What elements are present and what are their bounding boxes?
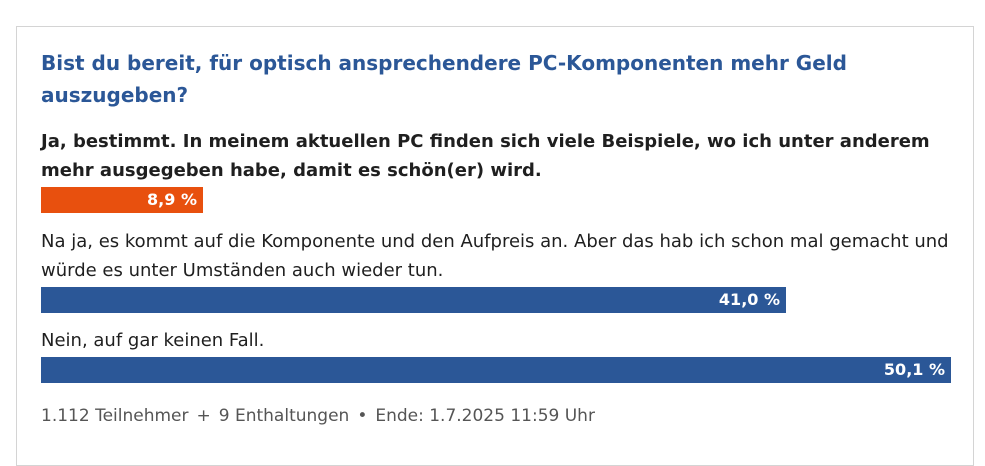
footer-separator: + bbox=[196, 406, 211, 426]
poll-option: Nein, auf gar keinen Fall. 50,1 % bbox=[41, 326, 951, 383]
poll-option-bar: 50,1 % bbox=[41, 357, 951, 383]
poll-option-percent: 50,1 % bbox=[883, 360, 945, 379]
poll-option-bar: 8,9 % bbox=[41, 187, 203, 213]
poll-option-label: Ja, bestimmt. In meinem aktuellen PC fin… bbox=[41, 131, 930, 181]
poll-option-percent: 8,9 % bbox=[147, 190, 197, 209]
poll-option-label: Na ja, es kommt auf die Komponente und d… bbox=[41, 231, 949, 281]
poll-footer: 1.112 Teilnehmer +9 Enthaltungen • Ende: 1.… bbox=[41, 401, 595, 431]
poll-option: Na ja, es kommt auf die Komponente und d… bbox=[41, 227, 951, 313]
poll-end-date: Ende: 1.7.2025 11:59 Uhr bbox=[375, 406, 595, 426]
poll-option-label: Nein, auf gar keinen Fall. bbox=[41, 330, 265, 351]
footer-separator: • bbox=[357, 406, 368, 426]
poll-option-bar: 41,0 % bbox=[41, 287, 786, 313]
poll-option: Ja, bestimmt. In meinem aktuellen PC fin… bbox=[41, 127, 951, 213]
poll-widget: Bist du bereit, für optisch ansprechende… bbox=[16, 26, 974, 466]
abstention-count: 9 Enthaltungen bbox=[218, 406, 350, 426]
poll-question: Bist du bereit, für optisch ansprechende… bbox=[41, 51, 847, 107]
participant-count: 1.112 Teilnehmer bbox=[41, 406, 189, 426]
poll-option-percent: 41,0 % bbox=[718, 290, 780, 309]
